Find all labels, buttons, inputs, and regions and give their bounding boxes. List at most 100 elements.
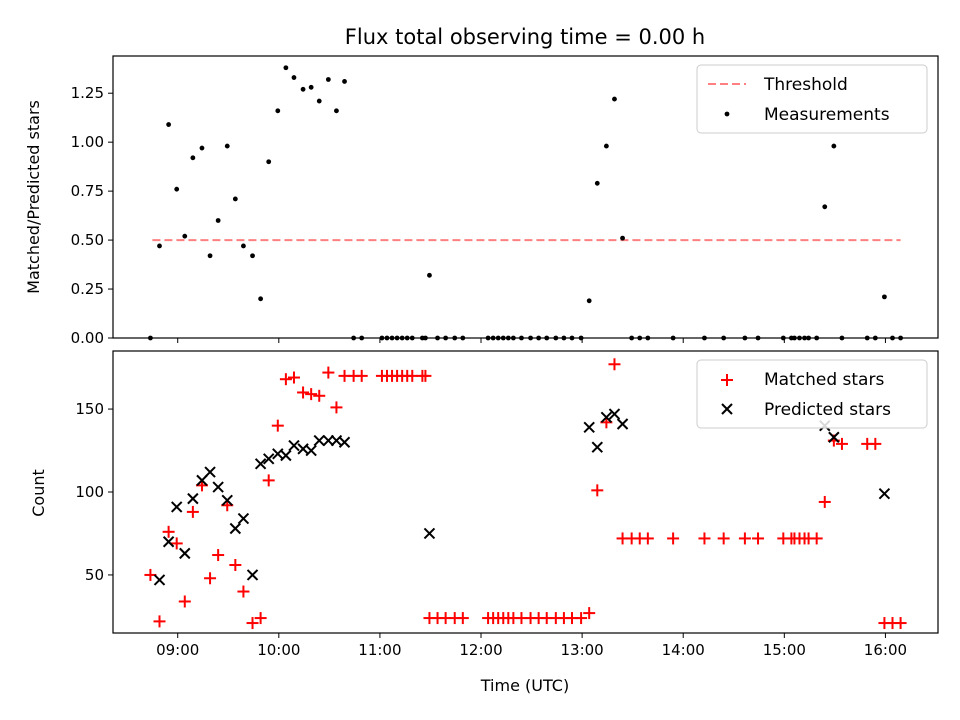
matched-star-point <box>591 484 604 497</box>
measurement-point <box>224 143 230 149</box>
matched-star-point <box>419 369 432 382</box>
matched-star-point <box>178 595 191 608</box>
predicted-star-point <box>221 494 233 507</box>
top-y-axis-label: Matched/Predicted stars <box>24 100 43 294</box>
measurement-point <box>174 186 180 192</box>
measurement-point <box>283 65 289 71</box>
matched-star-point <box>313 389 326 402</box>
y-tick-label: 0.75 <box>71 182 104 200</box>
legend-matched-swatch <box>721 374 733 386</box>
matched-star-point <box>287 371 300 384</box>
matched-star-point <box>818 495 831 508</box>
measurement-point <box>325 77 331 82</box>
predicted-star-point <box>262 453 275 465</box>
matched-star-point <box>162 525 175 538</box>
matched-star-point <box>279 373 292 386</box>
legend-predicted-label: Predicted stars <box>764 400 891 420</box>
predicted-star-point <box>187 492 199 505</box>
x-tick-label: 09:00 <box>156 641 199 659</box>
predicted-star-point <box>616 418 629 430</box>
bottom-y-ticks: 50 100 150 <box>75 400 113 584</box>
matched-star-point <box>254 612 267 625</box>
top-panel: Flux total observing time = 0.00 h Match… <box>24 25 939 347</box>
matched-star-point <box>717 532 730 545</box>
measurement-point <box>316 98 322 104</box>
measurement-point <box>215 218 221 223</box>
measurement-point <box>207 253 213 259</box>
matched-star-point <box>738 532 751 545</box>
legend-matched-label: Matched stars <box>764 370 884 390</box>
measurement-point <box>831 143 837 149</box>
predicted-stars-points <box>153 408 891 586</box>
y-tick-label: 0.25 <box>71 280 104 298</box>
matched-star-point <box>583 607 596 620</box>
matched-star-point <box>752 532 765 545</box>
y-tick-label: 100 <box>75 483 104 501</box>
bottom-x-ticks: 09:00 10:00 11:00 12:00 13:00 14:00 15:00 16:00 <box>156 633 907 659</box>
legend-threshold-label: Threshold <box>763 75 848 95</box>
matched-star-point <box>641 532 654 545</box>
matched-star-point <box>456 612 469 625</box>
predicted-star-point <box>162 536 175 548</box>
measurement-point <box>620 235 625 241</box>
measurement-point <box>258 296 264 302</box>
predicted-star-point <box>608 408 621 420</box>
predicted-star-point <box>246 569 259 581</box>
measurement-point <box>342 79 347 84</box>
predicted-star-point <box>305 444 317 457</box>
measurement-point <box>603 143 609 149</box>
measurement-point <box>822 204 828 210</box>
matched-star-point <box>355 369 368 382</box>
legend-predicted-swatch <box>721 403 733 415</box>
x-tick-label: 15:00 <box>763 641 806 659</box>
top-x-ticks <box>177 338 886 343</box>
matched-star-point <box>229 558 242 571</box>
matched-star-point <box>186 505 199 518</box>
predicted-star-point <box>313 434 325 447</box>
matched-star-point <box>810 532 823 545</box>
matched-star-point <box>575 612 588 625</box>
bottom-y-axis-label: Count <box>29 469 48 517</box>
x-tick-label: 14:00 <box>662 641 705 659</box>
y-tick-label: 0.00 <box>71 329 104 347</box>
y-tick-label: 50 <box>85 566 104 584</box>
matched-stars-points <box>144 358 907 630</box>
top-y-ticks: 0.00 0.25 0.50 0.75 1.00 1.25 <box>71 84 113 347</box>
bottom-x-axis-label: Time (UTC) <box>480 676 569 695</box>
bottom-legend-box <box>696 359 928 429</box>
measurement-point <box>300 86 306 92</box>
measurement-point <box>586 298 592 304</box>
matched-star-point <box>153 615 166 628</box>
predicted-star-point <box>288 439 300 452</box>
measurement-point <box>157 243 162 249</box>
measurement-point <box>250 253 255 259</box>
predicted-star-point <box>179 547 191 560</box>
matched-star-point <box>246 617 259 630</box>
bottom-plot-frame <box>112 350 939 634</box>
matched-star-point <box>608 358 621 371</box>
predicted-star-point <box>600 411 613 424</box>
matched-star-point <box>262 474 275 487</box>
legend-measurements-swatch <box>724 111 730 117</box>
x-tick-label: 12:00 <box>459 641 502 659</box>
y-tick-label: 1.25 <box>71 84 104 102</box>
bottom-legend: Matched stars Predicted stars <box>696 359 928 429</box>
top-legend-box <box>696 64 928 134</box>
matched-star-point <box>144 568 157 581</box>
bottom-panel: Count Time (UTC) 50 100 150 09:00 10:00 11:0… <box>29 350 939 695</box>
matched-star-point <box>330 401 343 414</box>
predicted-star-point <box>322 434 335 447</box>
measurement-point <box>334 108 339 114</box>
measurement-point <box>190 155 196 161</box>
matched-star-point <box>237 585 250 598</box>
measurement-point <box>232 196 238 202</box>
y-tick-label: 0.50 <box>71 231 104 249</box>
matched-star-point <box>835 437 848 450</box>
top-plot-frame <box>112 55 939 339</box>
predicted-star-point <box>338 436 351 448</box>
measurement-point <box>182 233 188 239</box>
x-tick-label: 13:00 <box>561 641 604 659</box>
predicted-star-point <box>153 574 166 586</box>
predicted-star-point <box>170 501 183 513</box>
